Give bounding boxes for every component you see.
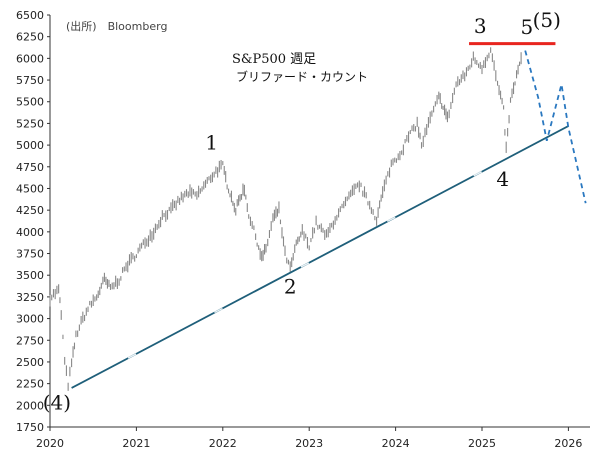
support-marker (386, 216, 396, 223)
trend-lines (71, 42, 587, 389)
y-tick-label: 3250 (16, 291, 44, 304)
y-tick-label: 5000 (16, 139, 44, 152)
wave-labels: (4) 1 2 3 4 5 (5) (43, 8, 561, 415)
y-tick-label: 2750 (16, 334, 44, 347)
y-tick-label: 2000 (16, 399, 44, 412)
y-tick-label: 4750 (16, 161, 44, 174)
y-tick-label: 6500 (16, 9, 44, 22)
y-tick-label: 5750 (16, 74, 44, 87)
wave-label: (5) (533, 8, 561, 32)
projection-line (524, 50, 587, 204)
x-tick-label: 2024 (382, 437, 410, 450)
support-marker (300, 262, 310, 268)
wave-label: 2 (284, 274, 297, 298)
support-marker (127, 353, 137, 359)
support-marker (214, 307, 223, 314)
y-axis: 1750 2000 2250 2500 2750 3000 3250 3500 3750 4000… (16, 9, 51, 434)
support-marker (473, 171, 483, 177)
y-tick-label: 4500 (16, 182, 44, 195)
y-tick-label: 1750 (16, 421, 44, 434)
x-tick-label: 2022 (209, 437, 237, 450)
support-line (71, 125, 569, 389)
y-tick-label: 4000 (16, 226, 44, 239)
y-tick-label: 6250 (16, 31, 44, 44)
x-tick-label: 2023 (295, 437, 323, 450)
y-tick-label: 5500 (16, 96, 44, 109)
y-tick-label: 2500 (16, 356, 44, 369)
x-tick-label: 2026 (554, 437, 582, 450)
y-tick-label: 3750 (16, 248, 44, 261)
wave-label: 4 (496, 167, 509, 191)
wave-label: 1 (205, 130, 218, 154)
y-tick-label: 4250 (16, 204, 44, 217)
price-bars (49, 47, 522, 391)
y-tick-label: 6000 (16, 52, 44, 65)
wave-label: (4) (43, 391, 71, 415)
y-tick-label: 2250 (16, 378, 44, 391)
x-tick-label: 2020 (36, 437, 64, 450)
source-label: (出所) Bloomberg (66, 19, 167, 33)
x-axis: 2020 2021 2022 2023 2024 2025 2026 (36, 426, 590, 450)
chart-title: S&P500 週足 (232, 52, 316, 67)
y-tick-label: 3000 (16, 313, 44, 326)
y-tick-label: 3500 (16, 269, 44, 282)
x-tick-label: 2025 (468, 437, 496, 450)
x-tick-label: 2021 (122, 437, 150, 450)
wave-label: 3 (474, 14, 487, 38)
wave-label: 5 (521, 15, 534, 39)
y-tick-label: 5250 (16, 117, 44, 130)
chart-subtitle: ブリファード・カウント (236, 69, 368, 84)
